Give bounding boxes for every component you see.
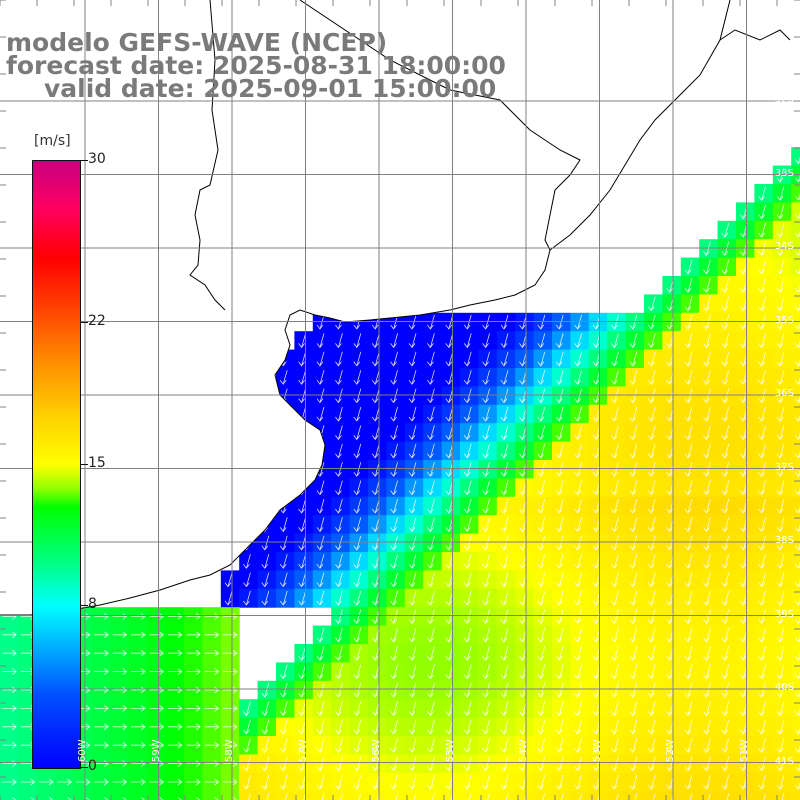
model-title: modelo GEFS-WAVE (NCEP)	[6, 28, 388, 57]
legend-tick-label: 8	[88, 596, 97, 613]
legend-tick	[80, 605, 88, 607]
longitude-label: 52W	[665, 739, 676, 762]
longitude-label: 51W	[738, 739, 750, 762]
valid-date: valid date: 2025-09-01 15:00:00	[44, 74, 497, 103]
color-legend-bar	[32, 160, 81, 769]
latitude-label: 37S	[774, 461, 794, 473]
legend-tick-label: 30	[88, 151, 106, 167]
latitude-label: 33S	[774, 167, 794, 179]
longitude-label: 58W	[224, 739, 235, 762]
lagoon-outline	[719, 29, 791, 41]
legend-tick-label: 0	[88, 758, 97, 774]
longitude-label: 55W	[444, 739, 456, 762]
legend-tick	[80, 767, 88, 768]
longitude-label: 59W	[150, 739, 162, 762]
longitude-label: 57W	[297, 739, 309, 762]
legend-tick	[80, 321, 88, 323]
latitude-label: 40S	[774, 682, 794, 693]
south-america-land	[0, 0, 730, 615]
latitude-label: 36S	[774, 388, 794, 399]
latitude-label: 39S	[774, 608, 794, 620]
latitude-label: 34S	[774, 241, 794, 252]
latitude-label: 32S	[774, 94, 794, 105]
legend-tick-label: 15	[88, 454, 106, 471]
border-brazil-uruguay	[299, 0, 581, 251]
legend-unit: [m/s]	[34, 133, 71, 149]
latitude-label: 38S	[774, 535, 794, 546]
longitude-label: 60W	[77, 739, 88, 762]
legend-tick	[80, 160, 88, 161]
longitude-label: 53W	[591, 739, 603, 762]
legend-tick-label: 22	[88, 312, 106, 329]
longitude-label: 56W	[371, 739, 382, 762]
river-border	[189, 0, 226, 311]
longitude-label: 54W	[518, 739, 529, 762]
land-mask	[0, 0, 730, 615]
latitude-label: 41S	[774, 755, 794, 767]
legend-tick	[80, 463, 88, 465]
latitude-label: 35S	[774, 314, 794, 326]
wind-arrows	[2, 156, 800, 800]
forecast-date: forecast date: 2025-08-31 18:00:00	[6, 51, 506, 80]
